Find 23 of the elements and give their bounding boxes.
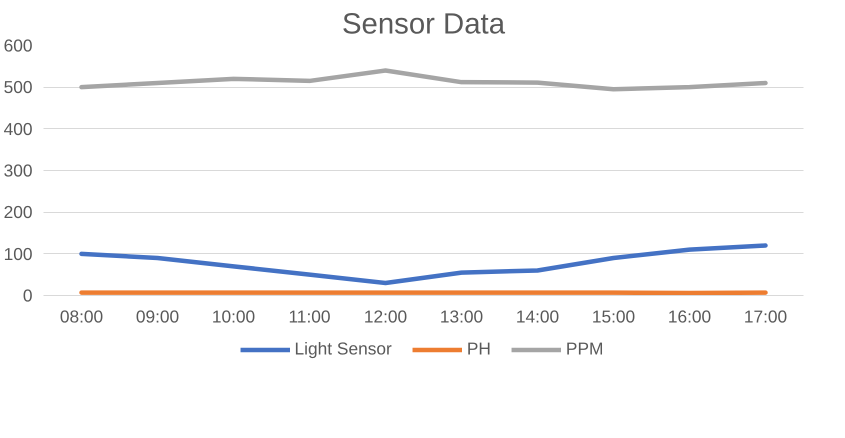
x-tick-label: 11:00 bbox=[288, 306, 331, 326]
x-tick-label: 17:00 bbox=[744, 306, 788, 326]
y-tick-label: 500 bbox=[4, 77, 33, 98]
x-tick-label: 08:00 bbox=[60, 306, 104, 326]
y-tick-label: 400 bbox=[4, 118, 33, 139]
line-series bbox=[79, 68, 768, 92]
x-tick-label: 10:00 bbox=[212, 306, 256, 326]
legend-label: PPM bbox=[566, 338, 604, 360]
y-tick-label: 300 bbox=[4, 160, 33, 180]
y-tick-label: 0 bbox=[22, 286, 33, 306]
y-tick-label: 200 bbox=[4, 202, 33, 222]
chart-title: Sensor Data bbox=[342, 8, 506, 40]
x-tick-label: 09:00 bbox=[136, 306, 180, 326]
legend-label: Light Sensor bbox=[294, 338, 392, 360]
x-tick-label: 13:00 bbox=[440, 306, 484, 326]
x-tick-label: 12:00 bbox=[364, 306, 408, 326]
x-tick-label: 15:00 bbox=[592, 306, 636, 326]
x-tick-label: 16:00 bbox=[668, 306, 712, 326]
x-tick-label: 14:00 bbox=[516, 306, 560, 326]
y-tick-label: 100 bbox=[4, 244, 33, 264]
y-tick-label: 600 bbox=[4, 36, 33, 56]
line-series bbox=[79, 243, 768, 286]
legend-label: PH bbox=[466, 338, 491, 360]
